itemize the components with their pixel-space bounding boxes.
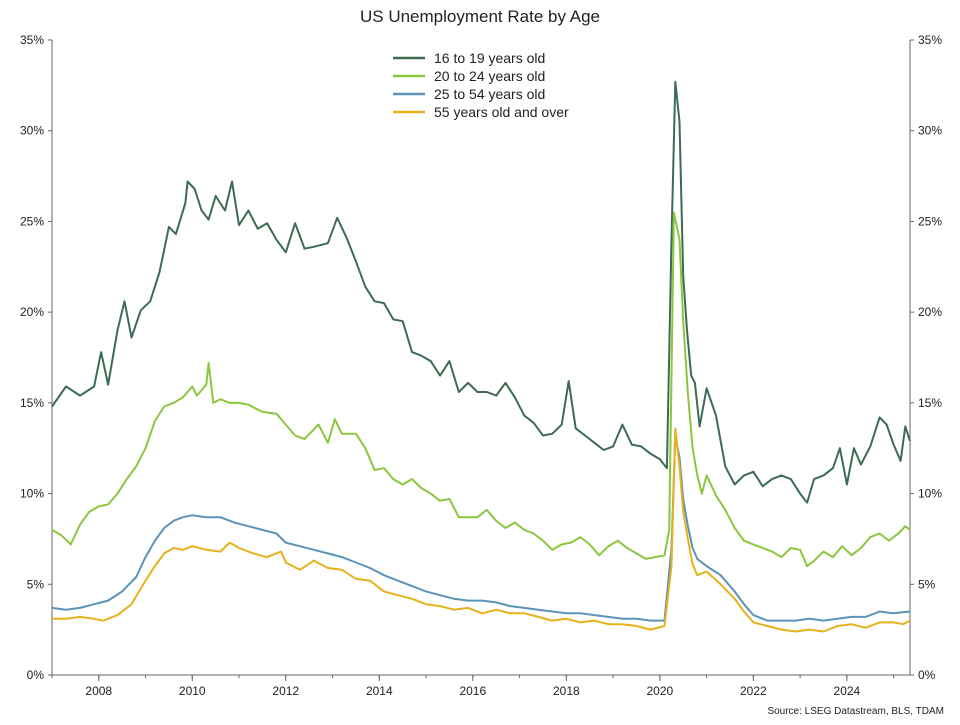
y-tick-label-left: 25% (20, 214, 44, 228)
y-tick-label-right: 30% (918, 124, 942, 138)
legend-label: 55 years old and over (434, 104, 569, 120)
series-layer (51, 80, 911, 633)
y-tick-label-right: 20% (918, 305, 942, 319)
axes: 0% 0% 5% 5% 10% 10% 15% 15% 20% 20% 25% 25% 30% 30% 35… (20, 33, 942, 698)
y-tick-label-left: 0% (27, 668, 45, 682)
x-tick-label: 2022 (740, 684, 767, 698)
y-tick-label-left: 20% (20, 305, 44, 319)
x-tick-label: 2018 (553, 684, 580, 698)
series-line-20-to-24-years-old (51, 211, 911, 568)
y-tick-label-left: 10% (20, 487, 44, 501)
series-line-55-years-old-and-over (52, 427, 911, 633)
y-tick-label-right: 0% (918, 668, 936, 682)
x-tick-label: 2024 (834, 684, 861, 698)
y-tick-label-right: 15% (918, 396, 942, 410)
y-tick-label-left: 35% (20, 33, 44, 47)
x-tick-label: 2010 (179, 684, 206, 698)
series-line-16-to-19-years-old (51, 80, 911, 504)
x-tick-label: 2008 (85, 684, 112, 698)
y-tick-label-right: 25% (918, 214, 942, 228)
x-tick-label: 2016 (459, 684, 486, 698)
legend: 16 to 19 years old 20 to 24 years old 25 t… (393, 50, 569, 120)
x-tick-label: 2012 (272, 684, 299, 698)
chart-title: US Unemployment Rate by Age (360, 7, 600, 26)
source-note: Source: LSEG Datastream, BLS, TDAM (767, 706, 944, 717)
legend-label: 16 to 19 years old (434, 50, 545, 66)
y-tick-label-right: 10% (918, 487, 942, 501)
series-line-25-to-54-years-old (51, 434, 911, 622)
y-tick-label-left: 15% (20, 396, 44, 410)
y-tick-label-right: 35% (918, 33, 942, 47)
x-tick-label: 2014 (366, 684, 393, 698)
y-tick-label-left: 5% (27, 577, 45, 591)
y-tick-label-right: 5% (918, 577, 936, 591)
x-tick-label: 2020 (646, 684, 673, 698)
legend-label: 20 to 24 years old (434, 68, 545, 84)
legend-label: 25 to 54 years old (434, 86, 545, 102)
y-tick-label-left: 30% (20, 124, 44, 138)
